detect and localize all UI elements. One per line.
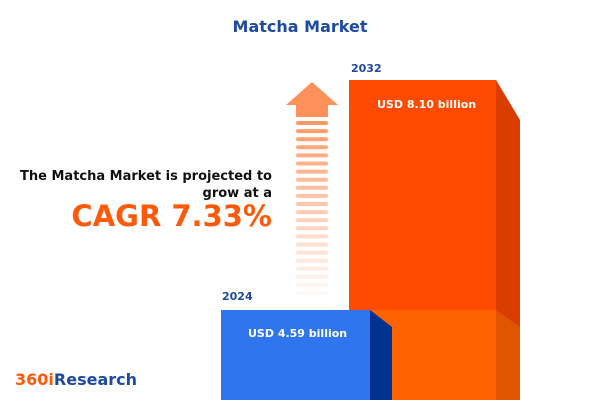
arrow-stripe	[296, 250, 328, 255]
data-label-2024: USD 4.59 billion	[248, 327, 348, 340]
chart-title: Matcha Market	[232, 17, 368, 36]
arrow-stripe	[296, 210, 328, 215]
year-label-2032: 2032	[351, 62, 382, 75]
bar-2032-lower-front	[370, 310, 496, 400]
arrow-stripe	[296, 145, 328, 150]
arrow-stripe	[296, 202, 328, 206]
arrow-stripe	[296, 242, 328, 247]
arrow-stripe	[296, 137, 328, 142]
arrow-stripe	[296, 161, 328, 166]
arrow-stripe	[296, 291, 328, 296]
bar-2024-front	[221, 310, 370, 400]
year-label-2024: 2024	[222, 290, 253, 303]
arrow-stripe	[296, 274, 328, 279]
arrow-stripe	[296, 129, 328, 134]
up-arrow-icon	[286, 82, 338, 296]
logo: 360iResearch	[15, 370, 137, 389]
arrow-stripe	[296, 185, 328, 190]
bar-2024-side	[370, 310, 392, 400]
arrow-stripe	[296, 226, 328, 231]
arrow-head	[286, 82, 338, 117]
arrow-stripe	[296, 258, 328, 263]
arrow-stripe	[296, 153, 328, 158]
arrow-stripe	[296, 177, 328, 182]
cagr-description: The Matcha Market is projected to grow a…	[20, 169, 272, 201]
arrow-stripe	[296, 121, 328, 125]
arrow-stripe	[296, 169, 328, 174]
arrow-stripe	[296, 193, 328, 198]
cagr-value: CAGR 7.33%	[71, 199, 272, 233]
arrow-stripe	[296, 218, 328, 223]
data-label-2032: USD 8.10 billion	[377, 98, 477, 111]
arrow-stripe	[296, 234, 328, 239]
arrow-stripe	[296, 283, 328, 287]
bar-2032-lower-side	[496, 310, 520, 400]
arrow-stripe	[296, 266, 328, 271]
